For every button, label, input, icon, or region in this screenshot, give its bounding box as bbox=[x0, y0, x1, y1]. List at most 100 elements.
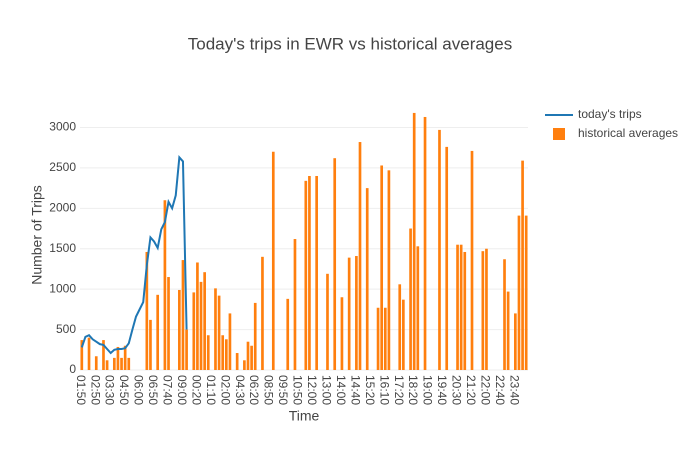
bar bbox=[221, 335, 225, 370]
bar bbox=[80, 340, 84, 370]
bar bbox=[206, 335, 210, 370]
y-axis-label: Number of Trips bbox=[29, 185, 45, 285]
bar bbox=[116, 346, 120, 370]
bar bbox=[456, 244, 459, 370]
legend-label: historical averages bbox=[578, 126, 678, 140]
y-tick-label: 1500 bbox=[49, 241, 76, 255]
x-tick-label: 02:50 bbox=[88, 375, 102, 405]
bar bbox=[112, 357, 116, 370]
x-tick-label: 08:50 bbox=[262, 375, 276, 405]
x-tick-label: 00:20 bbox=[189, 375, 203, 405]
bar bbox=[105, 360, 109, 370]
bar bbox=[347, 257, 351, 370]
y-tick-label: 3000 bbox=[49, 120, 76, 134]
bar bbox=[340, 297, 344, 370]
x-axis-label: Time bbox=[289, 408, 320, 424]
x-tick-label: 10:50 bbox=[291, 375, 305, 405]
legend-swatch bbox=[553, 128, 565, 140]
bar bbox=[203, 272, 206, 370]
bar bbox=[398, 284, 402, 370]
y-tick-label: 2500 bbox=[49, 160, 76, 174]
x-tick-label: 13:00 bbox=[320, 375, 334, 405]
bar bbox=[485, 248, 488, 370]
bar bbox=[387, 170, 391, 370]
x-tick-label: 09:50 bbox=[276, 375, 290, 405]
bar bbox=[120, 357, 123, 370]
bar bbox=[365, 188, 369, 370]
bar bbox=[123, 345, 127, 370]
x-tick-label: 17:20 bbox=[392, 375, 406, 405]
x-tick-label: 23:40 bbox=[507, 375, 521, 405]
bar bbox=[293, 239, 297, 370]
x-tick-label: 19:00 bbox=[421, 375, 435, 405]
bar bbox=[503, 259, 506, 370]
bar bbox=[409, 228, 412, 370]
x-tick-label: 20:30 bbox=[450, 375, 464, 405]
x-tick-label: 21:20 bbox=[464, 375, 478, 405]
bar bbox=[246, 341, 250, 370]
bar bbox=[87, 337, 91, 370]
bar bbox=[355, 256, 358, 370]
bar bbox=[181, 260, 185, 370]
x-tick-label: 01:10 bbox=[204, 375, 218, 405]
bar bbox=[253, 302, 257, 370]
legend-label: today's trips bbox=[578, 107, 642, 121]
bar bbox=[445, 146, 449, 370]
bar bbox=[250, 345, 253, 370]
bar bbox=[438, 129, 441, 370]
bar bbox=[217, 295, 221, 370]
bar bbox=[224, 339, 228, 370]
bar bbox=[380, 165, 384, 370]
x-tick-label: 01:50 bbox=[74, 375, 88, 405]
x-tick-label: 02:00 bbox=[218, 375, 232, 405]
bar bbox=[463, 251, 467, 370]
bar bbox=[163, 200, 167, 370]
x-tick-label: 09:00 bbox=[175, 375, 189, 405]
bar bbox=[333, 158, 337, 370]
bar bbox=[517, 215, 521, 370]
bar bbox=[199, 281, 203, 370]
bar bbox=[235, 353, 239, 370]
x-tick-label: 18:20 bbox=[406, 375, 420, 405]
bar bbox=[376, 307, 380, 370]
bar bbox=[102, 340, 105, 370]
x-tick-label: 14:00 bbox=[334, 375, 348, 405]
bar bbox=[178, 289, 181, 370]
y-tick-label: 2000 bbox=[49, 200, 76, 214]
x-tick-label: 03:30 bbox=[103, 375, 117, 405]
bar bbox=[228, 313, 232, 370]
bar bbox=[214, 288, 217, 370]
bar bbox=[326, 273, 329, 370]
bar bbox=[402, 299, 405, 370]
bar bbox=[127, 357, 131, 370]
x-tick-label: 16:10 bbox=[377, 375, 391, 405]
x-tick-label: 12:00 bbox=[305, 375, 319, 405]
bar bbox=[506, 291, 510, 370]
x-tick-label: 04:30 bbox=[233, 375, 247, 405]
line bbox=[80, 155, 188, 355]
bar bbox=[196, 262, 199, 370]
bar bbox=[304, 180, 308, 370]
bar bbox=[383, 307, 387, 370]
bar bbox=[416, 246, 420, 370]
bar bbox=[167, 277, 170, 370]
chart-title: Today's trips in EWR vs historical avera… bbox=[188, 34, 512, 53]
bar bbox=[94, 356, 98, 370]
bar bbox=[149, 319, 152, 370]
x-tick-label: 07:40 bbox=[161, 375, 175, 405]
bar bbox=[514, 313, 517, 370]
x-tick-label: 06:50 bbox=[146, 375, 160, 405]
bar bbox=[521, 160, 524, 370]
x-tick-label: 06:00 bbox=[132, 375, 146, 405]
bar bbox=[145, 251, 149, 370]
x-tick-label: 15:20 bbox=[363, 375, 377, 405]
bar bbox=[524, 215, 528, 370]
y-tick-label: 1000 bbox=[49, 281, 76, 295]
bar bbox=[358, 142, 362, 370]
bar bbox=[271, 151, 275, 370]
bar bbox=[308, 175, 311, 370]
bar bbox=[185, 329, 188, 370]
bar bbox=[481, 251, 485, 370]
bar bbox=[315, 175, 318, 370]
